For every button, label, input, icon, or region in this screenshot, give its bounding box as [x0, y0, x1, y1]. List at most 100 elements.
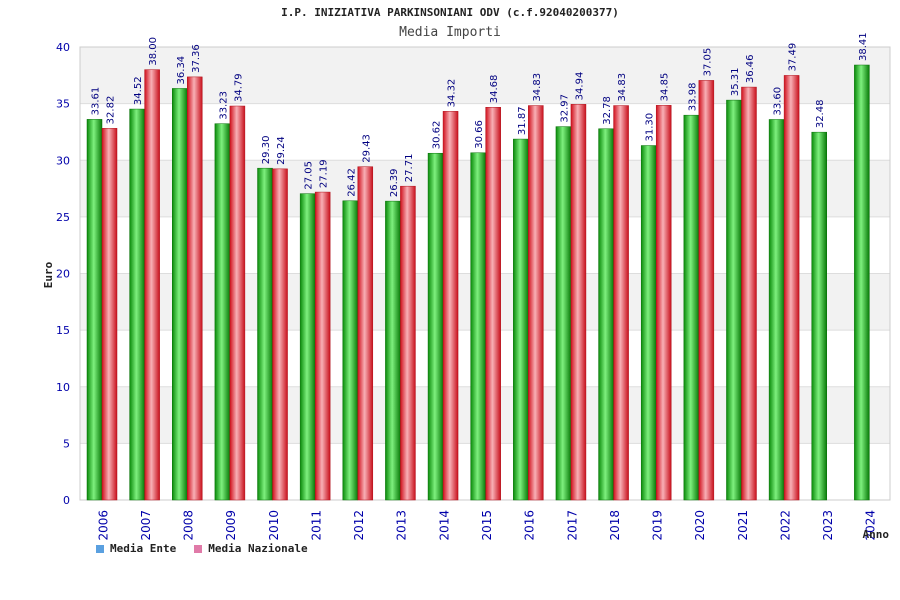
- bar-media-ente: [470, 152, 486, 501]
- legend-item-ente: Media Ente: [96, 542, 176, 555]
- bar-media-ente: [129, 108, 145, 501]
- value-label-media-ente: 31.87: [517, 106, 528, 135]
- bar-media-nazionale: [357, 166, 374, 501]
- y-tick-label: 20: [56, 268, 70, 281]
- value-label-media-ente: 31.30: [645, 113, 656, 142]
- value-label-media-ente: 33.98: [687, 83, 698, 112]
- legend-item-nazionale: Media Nazionale: [194, 542, 308, 555]
- bar-media-nazionale: [101, 128, 118, 501]
- x-tick-label: 2016: [523, 510, 537, 541]
- legend-swatch-nazionale: [194, 544, 203, 553]
- bar-media-nazionale: [400, 185, 416, 501]
- value-label-media-nazionale: 38.00: [148, 37, 159, 66]
- value-label-media-nazionale: 27.71: [404, 154, 415, 183]
- x-tick-label: 2007: [139, 510, 153, 541]
- x-tick-label: 2018: [608, 510, 622, 541]
- x-tick-label: 2019: [651, 510, 665, 541]
- value-label-media-nazionale: 34.32: [447, 79, 458, 108]
- value-label-media-nazionale: 29.43: [361, 134, 372, 163]
- bar-media-nazionale: [485, 106, 501, 501]
- x-tick-label: 2012: [352, 510, 366, 541]
- value-label-media-ente: 33.61: [91, 87, 102, 116]
- legend-label-ente: Media Ente: [110, 542, 177, 555]
- x-tick-label: 2024: [864, 510, 878, 541]
- bar-media-ente: [598, 128, 614, 501]
- bar-media-ente: [342, 200, 359, 501]
- value-label-media-ente: 27.05: [304, 161, 315, 190]
- bar-media-nazionale: [272, 168, 288, 501]
- value-label-media-nazionale: 34.94: [574, 72, 585, 101]
- bar-media-ente: [768, 119, 785, 501]
- bar-media-ente: [683, 114, 700, 501]
- bar-media-nazionale: [187, 76, 203, 501]
- bar-media-nazionale: [144, 69, 160, 501]
- y-axis-label: Euro: [42, 261, 55, 288]
- bar-media-ente: [427, 152, 444, 501]
- value-label-media-ente: 32.97: [559, 94, 570, 123]
- legend: Media Ente Media Nazionale: [96, 542, 308, 555]
- bar-media-nazionale: [229, 105, 246, 501]
- x-tick-label: 2015: [480, 510, 494, 541]
- value-label-media-ente: 29.30: [261, 136, 272, 165]
- x-tick-label: 2008: [182, 510, 196, 541]
- value-label-media-ente: 30.66: [474, 120, 485, 149]
- legend-label-nazionale: Media Nazionale: [208, 542, 308, 555]
- bar-media-nazionale: [613, 105, 629, 501]
- x-axis-label: Anno: [863, 528, 890, 541]
- bar-media-nazionale: [570, 104, 587, 501]
- x-tick-label: 2013: [395, 510, 409, 541]
- bar-media-ente: [726, 99, 742, 501]
- y-tick-label: 0: [63, 494, 70, 507]
- value-label-media-nazionale: 29.24: [276, 136, 287, 165]
- y-tick-label: 35: [56, 98, 70, 111]
- x-tick-label: 2020: [693, 510, 707, 541]
- x-tick-label: 2011: [309, 510, 323, 541]
- x-tick-label: 2021: [736, 510, 750, 541]
- bar-media-ente: [385, 200, 401, 501]
- bar-media-ente: [172, 88, 188, 501]
- value-label-media-nazionale: 27.19: [319, 159, 330, 188]
- bar-media-ente: [513, 138, 529, 501]
- x-tick-label: 2023: [821, 510, 835, 541]
- y-tick-label: 25: [56, 211, 70, 224]
- value-label-media-ente: 33.60: [773, 87, 784, 116]
- value-label-media-nazionale: 37.49: [788, 43, 799, 72]
- value-label-media-nazionale: 34.83: [532, 73, 543, 102]
- bar-media-ente: [555, 126, 572, 501]
- value-label-media-nazionale: 34.79: [233, 73, 244, 102]
- y-tick-label: 15: [56, 324, 70, 337]
- bar-media-nazionale: [741, 86, 757, 501]
- x-tick-label: 2009: [224, 510, 238, 541]
- x-tick-label: 2022: [778, 510, 792, 541]
- value-label-media-ente: 32.78: [602, 96, 613, 125]
- value-label-media-nazionale: 37.05: [702, 48, 713, 77]
- legend-swatch-ente: [96, 544, 104, 553]
- value-label-media-ente: 36.34: [176, 56, 187, 85]
- value-label-media-nazionale: 34.85: [660, 73, 671, 102]
- bar-media-nazionale: [314, 191, 331, 501]
- value-label-media-ente: 35.31: [730, 67, 741, 96]
- bar-media-nazionale: [655, 105, 672, 501]
- y-tick-label: 5: [63, 437, 70, 450]
- value-label-media-ente: 38.41: [858, 32, 869, 61]
- chart-title: I.P. INIZIATIVA PARKINSONIANI ODV (c.f.9…: [281, 6, 619, 19]
- value-label-media-nazionale: 36.46: [745, 54, 756, 83]
- bar-media-ente: [257, 167, 273, 501]
- x-tick-label: 2014: [437, 510, 451, 541]
- bar-media-ente: [214, 123, 231, 501]
- bar-media-nazionale: [698, 80, 715, 501]
- bar-media-ente: [854, 64, 870, 501]
- bar-media-nazionale: [528, 105, 544, 501]
- value-label-media-ente: 33.23: [218, 91, 229, 120]
- x-tick-label: 2010: [267, 510, 281, 541]
- x-tick-label: 2006: [96, 510, 110, 541]
- value-label-media-ente: 34.52: [133, 76, 144, 105]
- y-tick-label: 10: [56, 381, 70, 394]
- bar-media-ente: [86, 119, 103, 501]
- y-tick-label: 40: [56, 41, 70, 54]
- value-label-media-ente: 26.39: [389, 168, 400, 197]
- chart-subtitle: Media Importi: [399, 25, 501, 40]
- bar-media-ente: [299, 193, 316, 501]
- value-label-media-nazionale: 37.36: [191, 44, 202, 73]
